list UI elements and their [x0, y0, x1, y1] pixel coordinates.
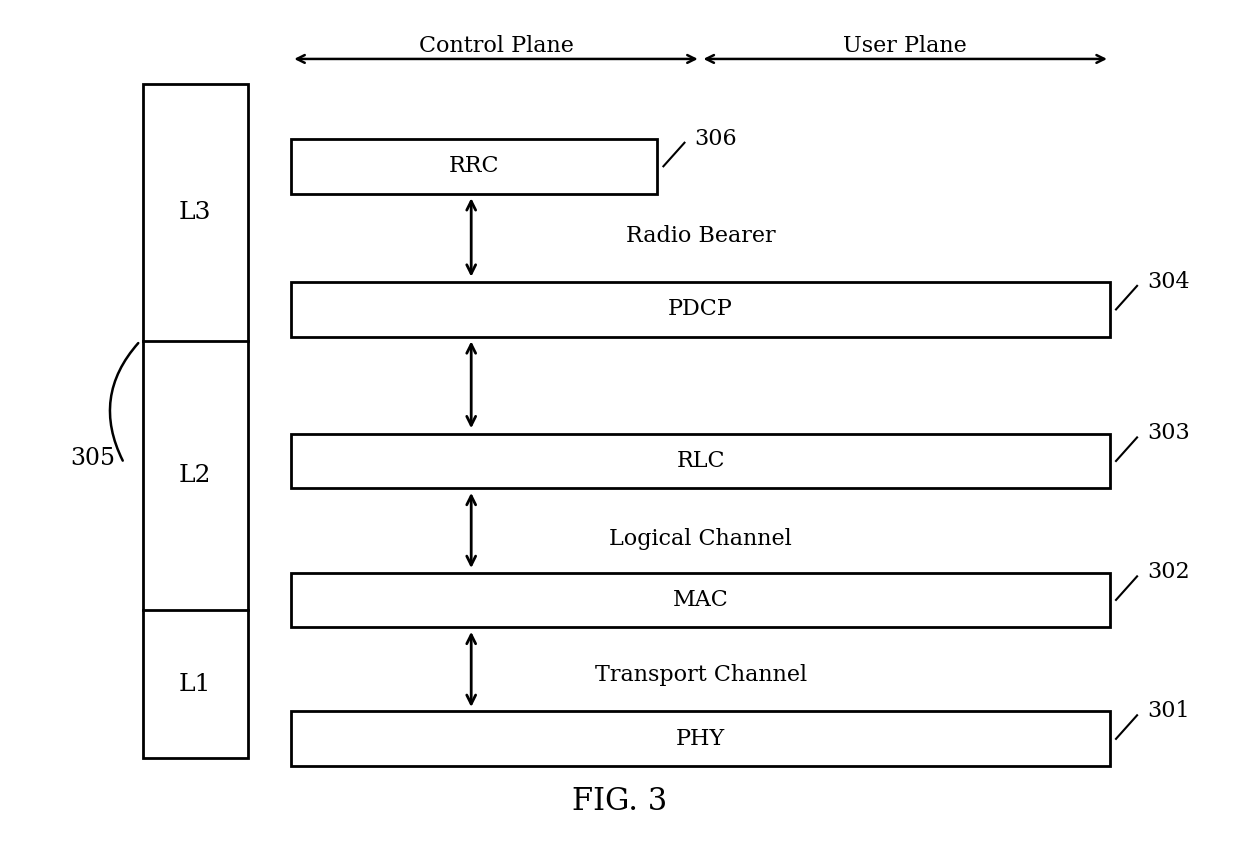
Text: FIG. 3: FIG. 3	[573, 786, 667, 817]
Text: 306: 306	[694, 127, 737, 150]
Text: 304: 304	[1147, 270, 1189, 293]
Text: RLC: RLC	[676, 450, 725, 472]
Text: MAC: MAC	[673, 589, 728, 611]
Text: Control Plane: Control Plane	[419, 35, 573, 57]
Bar	[291, 434, 1110, 488]
Bar	[143, 84, 248, 758]
Text: Logical Channel: Logical Channel	[609, 528, 792, 550]
Bar	[291, 139, 657, 194]
Text: Transport Channel: Transport Channel	[594, 664, 807, 686]
Text: L3: L3	[179, 201, 212, 224]
Text: 305: 305	[71, 447, 115, 471]
Bar	[291, 711, 1110, 766]
Text: PDCP: PDCP	[668, 298, 733, 321]
Text: 303: 303	[1147, 422, 1189, 445]
Text: 302: 302	[1147, 561, 1189, 584]
Text: Radio Bearer: Radio Bearer	[626, 225, 775, 247]
Bar	[291, 573, 1110, 627]
Text: User Plane: User Plane	[843, 35, 967, 57]
Text: RRC: RRC	[449, 155, 500, 178]
Text: L2: L2	[179, 464, 212, 488]
Bar	[291, 282, 1110, 337]
Text: L1: L1	[179, 673, 212, 695]
Text: 301: 301	[1147, 700, 1189, 722]
Text: PHY: PHY	[676, 727, 725, 750]
